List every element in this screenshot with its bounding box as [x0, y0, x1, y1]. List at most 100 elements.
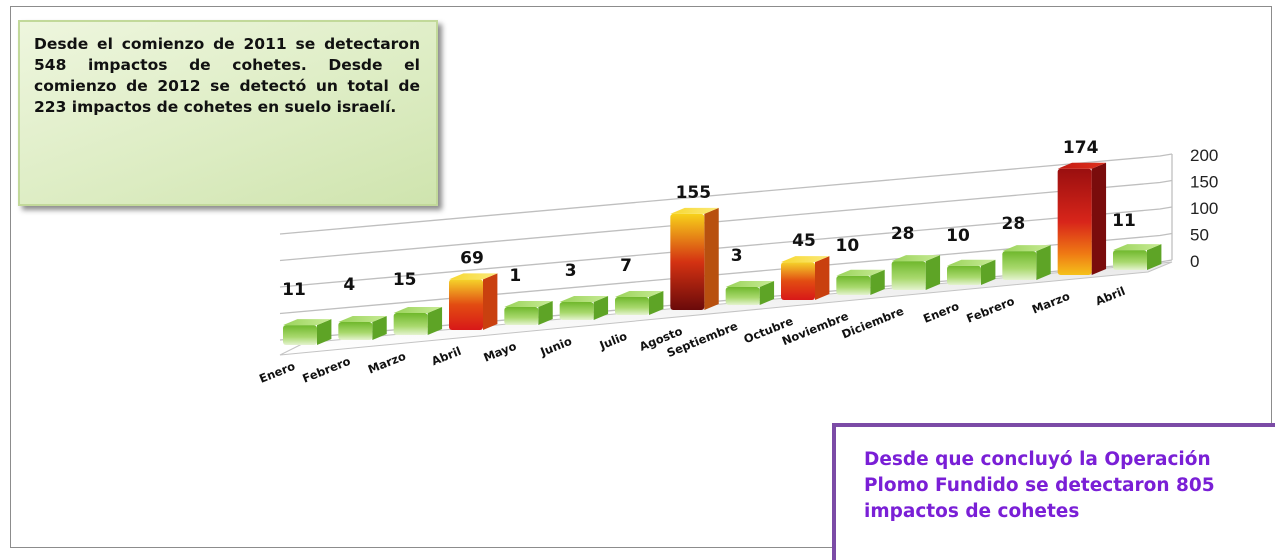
bar-top	[670, 207, 719, 214]
bar-front	[725, 287, 760, 305]
bar-side	[1091, 162, 1107, 275]
bar	[725, 281, 775, 305]
bar-front	[615, 297, 649, 315]
category-label: Abril	[429, 344, 463, 368]
data-label: 3	[731, 246, 743, 266]
bar-front	[781, 262, 815, 300]
category-label: Junio	[537, 334, 573, 360]
bar-front	[283, 325, 317, 345]
bar-top	[338, 316, 387, 322]
note-box: Desde el comienzo de 2011 se detectaron …	[18, 20, 438, 206]
data-label: 28	[1001, 214, 1025, 234]
bar	[781, 256, 830, 300]
bar-side	[925, 255, 941, 290]
data-label: 11	[1112, 211, 1136, 231]
bar-front	[836, 275, 871, 295]
bar	[393, 307, 443, 335]
bar-side	[1036, 245, 1051, 280]
category-label: Marzo	[366, 349, 408, 377]
bar-side	[649, 291, 664, 315]
category-label: Marzo	[1030, 289, 1072, 317]
data-labels: 11 4 15 69 1 3 7 155 3 45 10 28 10 28 174 11	[282, 138, 1136, 300]
bar	[504, 301, 553, 325]
bar-top	[615, 291, 664, 297]
bar-front	[891, 261, 926, 290]
data-label: 155	[676, 183, 712, 203]
bar-front	[947, 265, 981, 285]
summary-box: Desde que concluyó la Operación Plomo Fu…	[832, 423, 1275, 560]
bar	[670, 207, 719, 310]
bar-side	[815, 256, 830, 300]
bar-side	[593, 296, 609, 320]
floor-plane	[279, 261, 1173, 356]
y-tick-label: 200	[1190, 146, 1218, 165]
bar	[283, 319, 332, 345]
data-label: 174	[1063, 138, 1099, 158]
data-label: 28	[891, 224, 915, 244]
bar	[836, 269, 885, 295]
bar	[1057, 162, 1107, 275]
y-tick-label: 0	[1190, 252, 1199, 271]
y-tick-label: 150	[1190, 173, 1218, 192]
bar-front	[559, 302, 594, 320]
bar-front	[1002, 251, 1037, 280]
bar-top	[836, 269, 885, 276]
bar-front	[338, 322, 373, 340]
bar	[1113, 244, 1162, 270]
bar-top	[283, 319, 332, 326]
data-label: 4	[343, 275, 355, 295]
bar	[891, 255, 941, 290]
data-label: 10	[946, 226, 970, 246]
bar	[947, 259, 996, 285]
bar-front	[670, 213, 705, 310]
bar-top	[725, 281, 775, 287]
bar-top	[504, 301, 553, 307]
data-label: 15	[393, 270, 417, 290]
bar-top	[449, 273, 498, 280]
y-axis-ticks: 0 50 100 150 200	[1190, 146, 1218, 271]
data-label: 3	[565, 261, 577, 281]
gridline	[279, 153, 1173, 235]
bar-front	[449, 279, 483, 330]
gridline	[279, 206, 1173, 288]
bar-side	[759, 281, 775, 305]
bar	[1002, 245, 1051, 280]
category-label: Febrero	[964, 294, 1016, 326]
category-label: Enero	[257, 359, 297, 386]
chart-floor	[279, 261, 1173, 356]
bar-side	[981, 259, 996, 285]
category-label: Febrero	[300, 354, 352, 386]
data-label: 1	[509, 266, 521, 286]
category-label: Enero	[921, 299, 961, 326]
bar	[338, 316, 387, 340]
bar-side	[317, 319, 332, 345]
bar-top	[891, 255, 941, 262]
bar-side	[870, 269, 885, 295]
gridline	[279, 232, 1173, 315]
bar	[615, 291, 664, 315]
gridline	[279, 179, 1173, 262]
bar-front	[504, 307, 539, 325]
data-label: 10	[835, 236, 859, 256]
bars	[283, 162, 1162, 345]
bar-top	[559, 296, 609, 302]
category-label: Mayo	[481, 339, 518, 365]
bar-top	[393, 307, 443, 314]
data-label: 69	[460, 248, 484, 268]
y-tick-label: 50	[1190, 226, 1209, 245]
bar-front	[393, 313, 428, 335]
category-label: Julio	[597, 329, 629, 353]
bar-side	[483, 273, 498, 330]
bar-side	[538, 301, 553, 325]
bar-side	[427, 307, 443, 335]
bar	[559, 296, 609, 320]
category-label: Abril	[1093, 284, 1127, 308]
bar-side	[372, 316, 387, 340]
summary-text: Desde que concluyó la Operación Plomo Fu…	[864, 449, 1215, 522]
bar-front	[1057, 168, 1092, 275]
y-tick-label: 100	[1190, 199, 1218, 218]
bar-side	[704, 207, 719, 310]
data-label: 45	[792, 231, 816, 251]
bar-front	[1113, 250, 1147, 270]
